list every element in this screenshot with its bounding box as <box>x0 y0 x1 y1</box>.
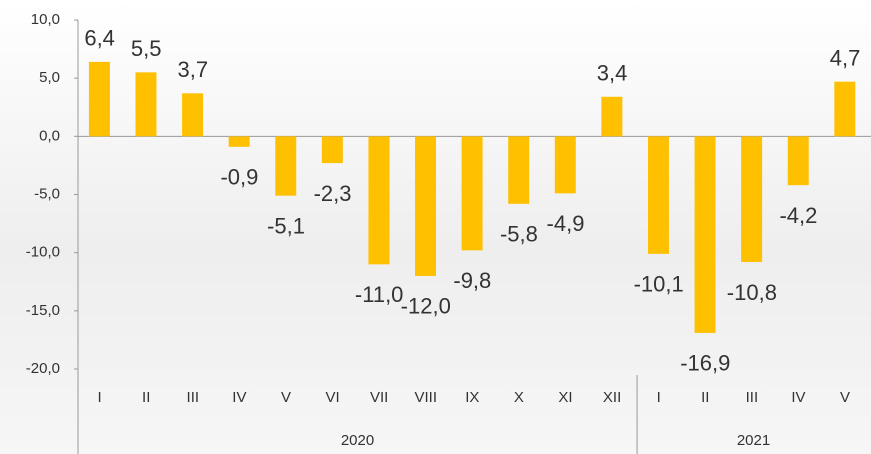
x-tick-label: XI <box>558 389 572 406</box>
x-tick-label: I <box>657 389 661 406</box>
data-label: -12,0 <box>401 294 451 319</box>
bar <box>554 136 576 194</box>
bar <box>415 136 437 276</box>
x-tick-label: IX <box>465 389 479 406</box>
group-label: 2020 <box>341 432 374 449</box>
data-label: 3,4 <box>597 61 628 86</box>
data-label: -10,1 <box>634 272 684 297</box>
bar <box>647 136 669 254</box>
bar <box>741 136 763 262</box>
data-label: 5,5 <box>131 36 162 61</box>
x-tick-label: XII <box>603 389 621 406</box>
data-label: -0,9 <box>220 165 258 190</box>
bar <box>228 136 250 147</box>
bar <box>834 81 856 137</box>
x-tick-label: I <box>98 389 102 406</box>
x-tick-label: VII <box>370 389 388 406</box>
data-label: -4,2 <box>779 203 817 228</box>
bar <box>275 136 297 196</box>
bar <box>88 61 110 137</box>
data-label: -5,8 <box>500 222 538 247</box>
data-label: -16,9 <box>680 351 730 376</box>
data-label: 4,7 <box>830 45 861 70</box>
data-label: -10,8 <box>727 280 777 305</box>
y-tick-label: -10,0 <box>26 244 60 261</box>
bar <box>601 96 623 137</box>
x-tick-label: II <box>142 389 150 406</box>
y-tick-label: 0,0 <box>39 127 60 144</box>
x-tick-label: III <box>187 389 200 406</box>
x-tick-label: X <box>514 389 524 406</box>
y-tick-label: -5,0 <box>34 185 60 202</box>
data-label: -9,8 <box>453 268 491 293</box>
x-tick-label: V <box>840 389 850 406</box>
x-tick-label: IV <box>791 389 805 406</box>
x-tick-label: V <box>281 389 291 406</box>
x-tick-label: VIII <box>414 389 437 406</box>
x-tick-label: VI <box>325 389 339 406</box>
y-tick-label: -15,0 <box>26 302 60 319</box>
bar <box>182 93 204 137</box>
bar <box>368 136 390 265</box>
bar <box>508 136 530 204</box>
x-tick-label: II <box>701 389 709 406</box>
data-label: -11,0 <box>355 282 404 307</box>
data-label: 3,7 <box>178 57 209 82</box>
y-tick-label: 5,0 <box>39 69 60 86</box>
bar <box>787 136 809 186</box>
bar <box>694 136 716 333</box>
x-tick-label: III <box>746 389 759 406</box>
data-label: -5,1 <box>267 213 305 238</box>
data-label: 6,4 <box>84 26 115 51</box>
x-tick-label: IV <box>232 389 246 406</box>
y-tick-label: -20,0 <box>26 360 60 377</box>
bar <box>321 136 343 164</box>
data-label: -4,9 <box>547 211 585 236</box>
y-tick-label: 10,0 <box>31 11 60 28</box>
bar <box>461 136 483 251</box>
group-label: 2021 <box>737 432 770 449</box>
data-label: -2,3 <box>314 181 352 206</box>
bar <box>135 72 157 137</box>
